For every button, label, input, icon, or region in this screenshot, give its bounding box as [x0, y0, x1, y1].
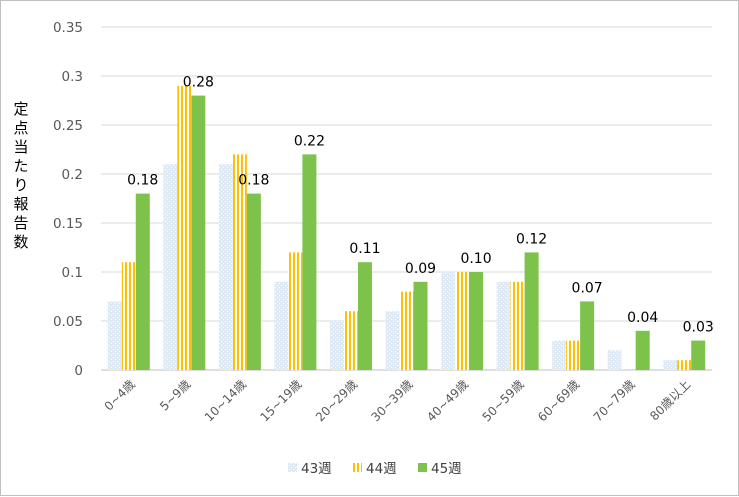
bar-43週	[385, 311, 400, 370]
bar-44週	[677, 360, 692, 370]
bar-43週	[329, 321, 344, 370]
data-label: 0.18	[238, 173, 269, 189]
bar-44週	[288, 252, 303, 370]
y-axis-label: 定点当たり報告数	[13, 100, 28, 251]
bar-45週	[302, 154, 317, 370]
bar-44週	[121, 262, 136, 370]
legend-swatch	[353, 463, 362, 472]
legend: 43週 44週 45週	[288, 461, 462, 477]
x-axis-ticks: 0~4歳 5~9歳 10~14歳 15~19歳 20~29歳 30~39歳 40~49歳 50…	[102, 377, 694, 424]
bar-44週	[177, 85, 192, 371]
y-tick-label: 0.2	[62, 167, 83, 183]
y-tick-label: 0.3	[62, 69, 83, 85]
x-tick-label: 20~29歳	[313, 377, 360, 424]
x-tick-label: 10~14歳	[202, 377, 249, 424]
y-tick-label: 0.35	[53, 20, 83, 36]
bar-45週	[135, 193, 150, 370]
bar-45週	[191, 95, 206, 370]
bar-43週	[663, 360, 678, 370]
bar-43週	[496, 281, 511, 370]
data-label: 0.12	[516, 231, 547, 247]
y-tick-label: 0.25	[53, 118, 83, 134]
bar-44週	[232, 154, 247, 370]
x-tick-label: 80歳以上	[647, 377, 693, 423]
x-tick-label: 30~39歳	[369, 377, 416, 424]
bar-45週	[469, 272, 484, 370]
bar-43週	[218, 164, 233, 370]
legend-label: 44週	[366, 461, 397, 477]
y-tick-label: 0	[74, 363, 83, 379]
bar-44週	[566, 340, 581, 370]
bar-45週	[635, 330, 650, 370]
y-axis-ticks: 0 0.05 0.1 0.15 0.2 0.25 0.3 0.35	[53, 20, 83, 379]
bar-43週	[107, 301, 122, 370]
legend-swatch	[288, 463, 297, 472]
y-tick-label: 0.1	[62, 265, 83, 281]
x-tick-label: 70~79歳	[591, 377, 638, 424]
legend-label: 45週	[431, 461, 462, 477]
y-tick-label: 0.15	[53, 216, 83, 232]
bar-45週	[580, 301, 595, 370]
x-tick-label: 5~9歳	[157, 377, 193, 413]
bars	[107, 85, 706, 371]
bar-44週	[399, 291, 414, 370]
bar-43週	[163, 164, 178, 370]
data-label: 0.11	[349, 241, 380, 257]
bar-45週	[357, 262, 372, 370]
bar-43週	[552, 340, 567, 370]
data-label: 0.22	[294, 133, 325, 149]
data-label: 0.03	[683, 320, 714, 336]
data-label: 0.07	[572, 280, 603, 296]
bar-45週	[691, 340, 706, 370]
data-label: 0.09	[405, 261, 436, 277]
data-label: 0.28	[183, 75, 214, 91]
y-axis-title: 定点当たり報告数	[13, 100, 28, 251]
legend-label: 43週	[301, 461, 332, 477]
y-tick-label: 0.05	[53, 314, 83, 330]
data-labels: 0.18 0.28 0.18 0.22 0.11 0.09 0.10 0.12 0.07 0.04…	[127, 75, 714, 336]
legend-swatch	[418, 463, 427, 472]
bar-45週	[413, 281, 428, 370]
x-tick-label: 40~49歳	[424, 377, 471, 424]
x-tick-label: 60~69歳	[535, 377, 582, 424]
bar-44週	[510, 281, 525, 370]
x-tick-label: 15~19歳	[257, 377, 304, 424]
bar-45週	[524, 252, 539, 370]
bar-44週	[343, 311, 358, 370]
data-label: 0.10	[460, 251, 491, 267]
bar-43週	[607, 350, 622, 370]
bar-45週	[246, 193, 261, 370]
data-label: 0.18	[127, 173, 158, 189]
x-tick-label: 50~59歳	[480, 377, 527, 424]
bar-43週	[274, 281, 289, 370]
bar-44週	[455, 272, 470, 370]
bar-43週	[441, 272, 456, 370]
data-label: 0.04	[627, 310, 658, 326]
x-tick-label: 0~4歳	[102, 377, 138, 413]
